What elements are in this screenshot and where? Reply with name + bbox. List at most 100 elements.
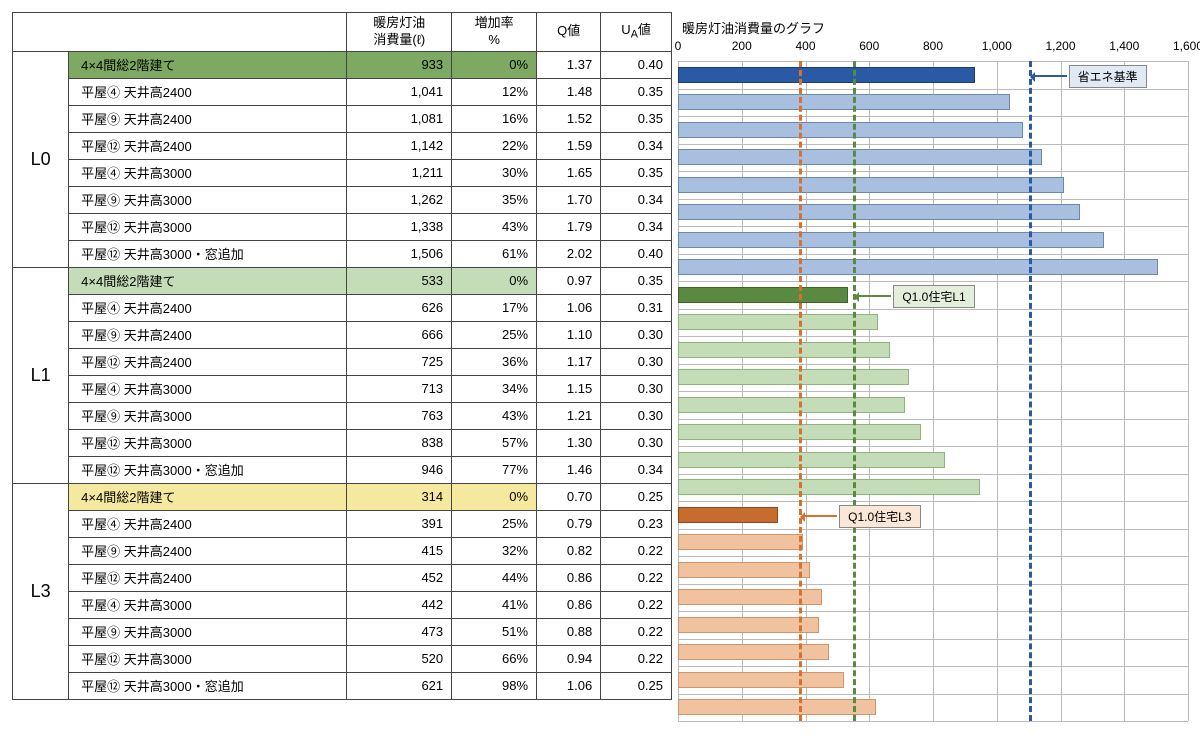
cell-name: 4×4間総2階建て [69, 483, 347, 510]
cell-oil: 713 [347, 375, 452, 402]
arrow-icon [857, 295, 891, 297]
table-row: 平屋⑫ 天井高300052066%0.940.22 [13, 645, 672, 672]
table-row: 平屋⑫ 天井高3000・窓追加62198%1.060.25 [13, 672, 672, 699]
arrow-icon [1033, 75, 1067, 77]
cell-name: 平屋④ 天井高3000 [69, 591, 347, 618]
reference-line [853, 61, 856, 721]
table-row: L34×4間総2階建て3140%0.700.25 [13, 483, 672, 510]
cell-oil: 933 [347, 51, 452, 78]
th-oil: 暖房灯油 消費量(ℓ) [347, 13, 452, 52]
cell-oil: 838 [347, 429, 452, 456]
table-row: 平屋④ 天井高240062617%1.060.31 [13, 294, 672, 321]
table-row: 平屋⑫ 天井高3000・窓追加94677%1.460.34 [13, 456, 672, 483]
cell-name: 平屋⑫ 天井高3000・窓追加 [69, 672, 347, 699]
cell-oil: 452 [347, 564, 452, 591]
bar [678, 122, 1023, 138]
cell-name: 平屋④ 天井高3000 [69, 375, 347, 402]
bar [678, 287, 848, 303]
bar [678, 94, 1010, 110]
cell-oil: 473 [347, 618, 452, 645]
table-row: L14×4間総2階建て5330%0.970.35 [13, 267, 672, 294]
cell-inc: 34% [452, 375, 537, 402]
cell-name: 平屋⑨ 天井高3000 [69, 618, 347, 645]
cell-name: 平屋④ 天井高2400 [69, 510, 347, 537]
table-row: 平屋⑨ 天井高30001,26235%1.700.34 [13, 186, 672, 213]
bar [678, 149, 1042, 165]
cell-inc: 0% [452, 51, 537, 78]
cell-oil: 1,081 [347, 105, 452, 132]
cell-inc: 44% [452, 564, 537, 591]
bar [678, 67, 975, 83]
cell-inc: 66% [452, 645, 537, 672]
cell-name: 4×4間総2階建て [69, 267, 347, 294]
cell-oil: 725 [347, 348, 452, 375]
cell-inc: 36% [452, 348, 537, 375]
cell-q: 0.70 [537, 483, 601, 510]
cell-q: 0.82 [537, 537, 601, 564]
table-row: L04×4間総2階建て9330%1.370.40 [13, 51, 672, 78]
cell-q: 1.70 [537, 186, 601, 213]
arrow-icon [803, 515, 837, 517]
bar [678, 479, 980, 495]
cell-name: 平屋⑫ 天井高3000 [69, 429, 347, 456]
cell-name: 平屋⑫ 天井高3000 [69, 645, 347, 672]
cell-oil: 1,211 [347, 159, 452, 186]
x-tick: 0 [675, 39, 682, 53]
cell-oil: 314 [347, 483, 452, 510]
cell-ua: 0.35 [601, 78, 672, 105]
cell-inc: 0% [452, 483, 537, 510]
bar [678, 534, 803, 550]
bar [678, 699, 876, 715]
reference-label: 省エネ基準 [1069, 65, 1147, 88]
table-row: 平屋⑫ 天井高300083857%1.300.30 [13, 429, 672, 456]
cell-name: 平屋⑫ 天井高3000・窓追加 [69, 240, 347, 267]
cell-inc: 0% [452, 267, 537, 294]
cell-oil: 1,041 [347, 78, 452, 105]
cell-name: 平屋⑫ 天井高2400 [69, 348, 347, 375]
cell-ua: 0.40 [601, 240, 672, 267]
cell-q: 1.10 [537, 321, 601, 348]
table-row: 平屋⑫ 天井高24001,14222%1.590.34 [13, 132, 672, 159]
cell-name: 平屋④ 天井高3000 [69, 159, 347, 186]
cell-inc: 12% [452, 78, 537, 105]
cell-ua: 0.35 [601, 105, 672, 132]
cell-name: 平屋④ 天井高2400 [69, 78, 347, 105]
cell-q: 0.97 [537, 267, 601, 294]
cell-name: 平屋⑨ 天井高3000 [69, 186, 347, 213]
cell-oil: 391 [347, 510, 452, 537]
x-tick: 600 [859, 39, 879, 53]
cell-q: 1.30 [537, 429, 601, 456]
bar [678, 369, 909, 385]
cell-ua: 0.30 [601, 321, 672, 348]
table-row: 平屋⑨ 天井高300047351%0.880.22 [13, 618, 672, 645]
x-tick: 1,600 [1173, 39, 1200, 53]
cell-ua: 0.30 [601, 429, 672, 456]
table-row: 平屋⑨ 天井高24001,08116%1.520.35 [13, 105, 672, 132]
bar [678, 177, 1064, 193]
bar [678, 562, 810, 578]
bar [678, 314, 878, 330]
table-row: 平屋⑫ 天井高30001,33843%1.790.34 [13, 213, 672, 240]
cell-name: 平屋⑨ 天井高2400 [69, 321, 347, 348]
cell-inc: 22% [452, 132, 537, 159]
cell-inc: 25% [452, 510, 537, 537]
table-row: 平屋④ 天井高240039125%0.790.23 [13, 510, 672, 537]
cell-name: 平屋⑨ 天井高2400 [69, 537, 347, 564]
cell-ua: 0.34 [601, 186, 672, 213]
cell-inc: 77% [452, 456, 537, 483]
cell-ua: 0.30 [601, 402, 672, 429]
cell-ua: 0.35 [601, 267, 672, 294]
cell-q: 2.02 [537, 240, 601, 267]
th-q: Q値 [537, 13, 601, 52]
bar [678, 672, 844, 688]
bar [678, 204, 1080, 220]
cell-oil: 666 [347, 321, 452, 348]
cell-name: 平屋⑨ 天井高2400 [69, 105, 347, 132]
cell-ua: 0.22 [601, 564, 672, 591]
cell-ua: 0.30 [601, 375, 672, 402]
reference-line [1029, 61, 1032, 721]
cell-oil: 946 [347, 456, 452, 483]
cell-inc: 43% [452, 213, 537, 240]
cell-ua: 0.34 [601, 213, 672, 240]
cell-ua: 0.34 [601, 456, 672, 483]
